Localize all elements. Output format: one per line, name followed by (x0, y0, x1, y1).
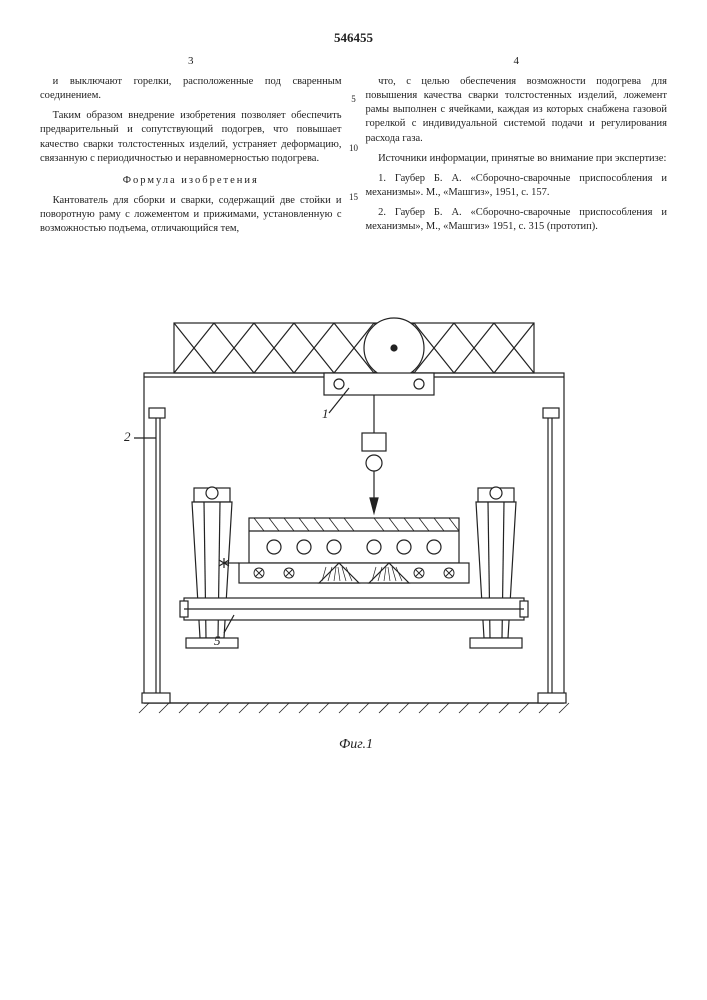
formula-text: Кантователь для сборки и сварки, содержа… (40, 194, 342, 237)
sources-title: Источники информации, принятые во вниман… (366, 152, 668, 166)
right-column: 4 что, с целью обеспечения возможности п… (366, 54, 668, 243)
right-para-1: что, с целью обеспечения возможности под… (366, 75, 668, 146)
left-para-2: Таким образом внедрение изобретения позв… (40, 109, 342, 166)
left-col-number: 3 (40, 54, 342, 69)
right-col-number: 4 (366, 54, 668, 69)
figure-container: 1 2 5 Фиг.1 (40, 263, 667, 763)
line-marker: 10 (349, 144, 358, 153)
figure-label-2: 2 (124, 429, 131, 444)
line-marker: 15 (349, 193, 358, 202)
line-markers: 5 10 15 (349, 95, 358, 242)
figure-label-5: 5 (214, 633, 221, 648)
figure-caption: Фиг.1 (339, 737, 373, 752)
figure-label-1: 1 (322, 406, 329, 421)
left-column: 3 и выключают горелки, расположенные под… (40, 54, 342, 243)
left-para-1: и выключают горелки, расположенные под с… (40, 75, 342, 103)
source-1: 1. Гаубер Б. А. «Сборочно-сварочные прис… (366, 172, 668, 200)
source-2: 2. Гаубер Б. А. «Сборочно-сварочные прис… (366, 206, 668, 234)
figure-svg: 1 2 5 Фиг.1 (74, 263, 634, 763)
formula-title: Формула изобретения (40, 174, 342, 188)
document-number: 546455 (40, 30, 667, 46)
line-marker: 5 (349, 95, 358, 104)
